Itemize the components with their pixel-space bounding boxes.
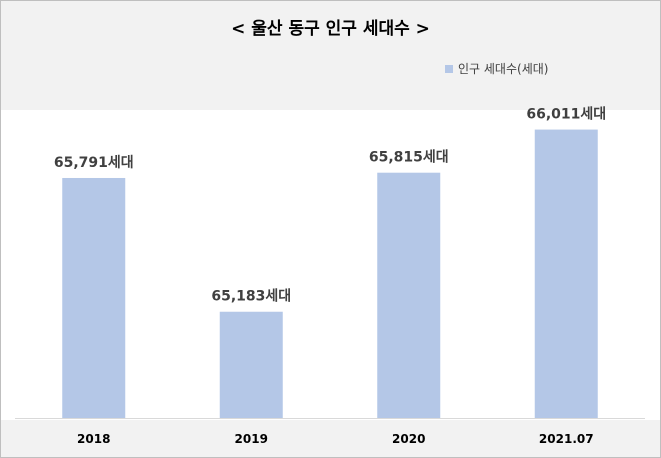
x-tick-label-2021.07: 2021.07: [539, 432, 594, 446]
data-label-2020: 65,815세대: [369, 150, 449, 166]
data-label-2018: 65,791세대: [54, 155, 134, 171]
bar-2019: [219, 311, 283, 418]
data-label-2021.07: 66,011세대: [526, 107, 606, 123]
legend-swatch: [445, 64, 453, 73]
x-tick-label-2020: 2020: [392, 432, 425, 446]
bar-2020: [377, 172, 441, 418]
bar-2018: [62, 177, 126, 418]
bar-2021.07: [534, 129, 598, 418]
x-tick-label-2019: 2019: [235, 432, 268, 446]
legend-label: 인구 세대수(세대): [458, 62, 549, 76]
data-label-2019: 65,183세대: [211, 289, 291, 305]
chart-header-band: [1, 1, 660, 110]
chart-legend: 인구 세대수(세대): [445, 60, 548, 77]
chart-title: < 울산 동구 인구 세대수 >: [231, 19, 430, 39]
chart-footer-band: [1, 420, 660, 457]
x-tick-label-2018: 2018: [77, 432, 110, 446]
